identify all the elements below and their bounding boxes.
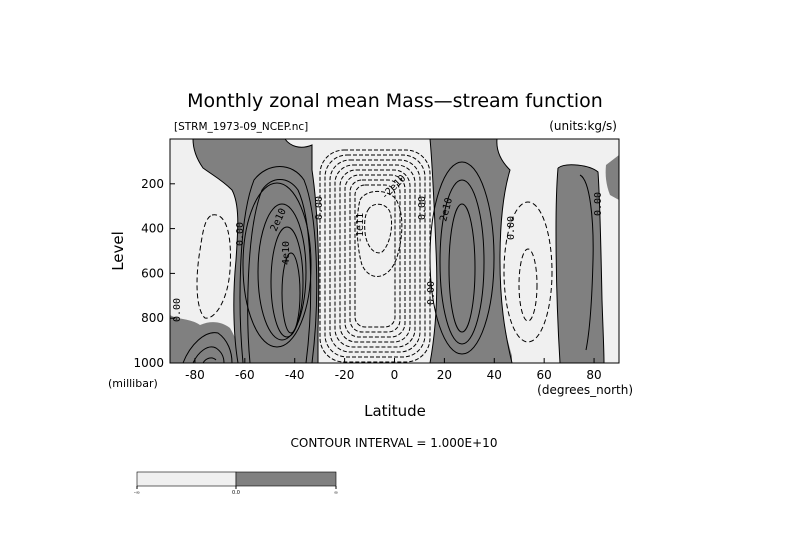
contour-label: -1e11 bbox=[355, 213, 366, 243]
southern-hadley-contours bbox=[239, 166, 318, 363]
y-axis-units: (millibar) bbox=[108, 377, 158, 390]
colorbar-label-max: ∞ bbox=[334, 490, 338, 496]
y-axis-title: Level bbox=[109, 231, 127, 271]
x-tick-label: 60 bbox=[537, 368, 552, 382]
colorbar-positive bbox=[235, 471, 337, 487]
north-pole-region bbox=[605, 155, 619, 200]
plot-area: 0.00 2e10 4e10 -1e11 -2e10 0.00 0.00 2e1… bbox=[170, 139, 619, 363]
contour-interval: CONTOUR INTERVAL = 1.000E+10 bbox=[291, 436, 498, 450]
x-axis: -80 -60 -40 -20 0 20 40 60 80 bbox=[185, 358, 602, 382]
chart-title: Monthly zonal mean Mass—stream function bbox=[187, 90, 603, 112]
x-axis-units: (degrees_north) bbox=[537, 383, 633, 397]
southern-polar-contours bbox=[182, 332, 233, 363]
y-tick-label: 1000 bbox=[133, 356, 164, 370]
contour-label: 0.00 bbox=[235, 222, 246, 246]
x-tick-label: -60 bbox=[235, 368, 255, 382]
northern-ferrel-contours bbox=[503, 201, 553, 343]
southern-polar-region bbox=[170, 315, 242, 363]
southern-hadley-region bbox=[193, 139, 319, 363]
x-tick-label: -80 bbox=[185, 368, 205, 382]
x-tick-label: -20 bbox=[335, 368, 355, 382]
y-tick-label: 600 bbox=[141, 266, 164, 280]
units-label: (units:kg/s) bbox=[549, 119, 617, 133]
x-axis-title: Latitude bbox=[364, 402, 426, 420]
contour-label: 0.00 bbox=[314, 196, 325, 220]
x-tick-label: 80 bbox=[586, 368, 601, 382]
northern-hadley-region bbox=[430, 139, 512, 363]
contour-label: 0.00 bbox=[417, 196, 428, 220]
y-axis: 200 400 600 800 1000 bbox=[133, 177, 175, 370]
y-tick-label: 800 bbox=[141, 311, 164, 325]
colorbar-label-min: -∞ bbox=[134, 490, 140, 496]
colorbar: -∞ 0.0 ∞ bbox=[134, 471, 338, 496]
zero-contours bbox=[192, 139, 605, 363]
southern-ferrel-contour bbox=[196, 214, 231, 319]
contour-label: 0.00 bbox=[593, 192, 604, 216]
colorbar-label-zero: 0.0 bbox=[232, 490, 240, 496]
contour-label: 0.00 bbox=[426, 281, 437, 305]
y-tick-label: 400 bbox=[141, 222, 164, 236]
x-tick-label: 0 bbox=[391, 368, 399, 382]
contour-label: 0.00 bbox=[172, 298, 183, 322]
contour-label: 4e10 bbox=[281, 241, 292, 265]
contour-label: 0.00 bbox=[506, 216, 517, 240]
northern-hadley-contours bbox=[429, 161, 495, 355]
northern-polar-contour bbox=[579, 174, 594, 351]
x-tick-label: -40 bbox=[285, 368, 305, 382]
winter-hadley-contours bbox=[319, 149, 431, 363]
y-tick-label: 200 bbox=[141, 177, 164, 191]
file-label: [STRM_1973-09_NCEP.nc] bbox=[174, 121, 308, 133]
x-tick-label: 40 bbox=[487, 368, 502, 382]
colorbar-negative bbox=[136, 471, 237, 487]
x-tick-label: 20 bbox=[437, 368, 452, 382]
